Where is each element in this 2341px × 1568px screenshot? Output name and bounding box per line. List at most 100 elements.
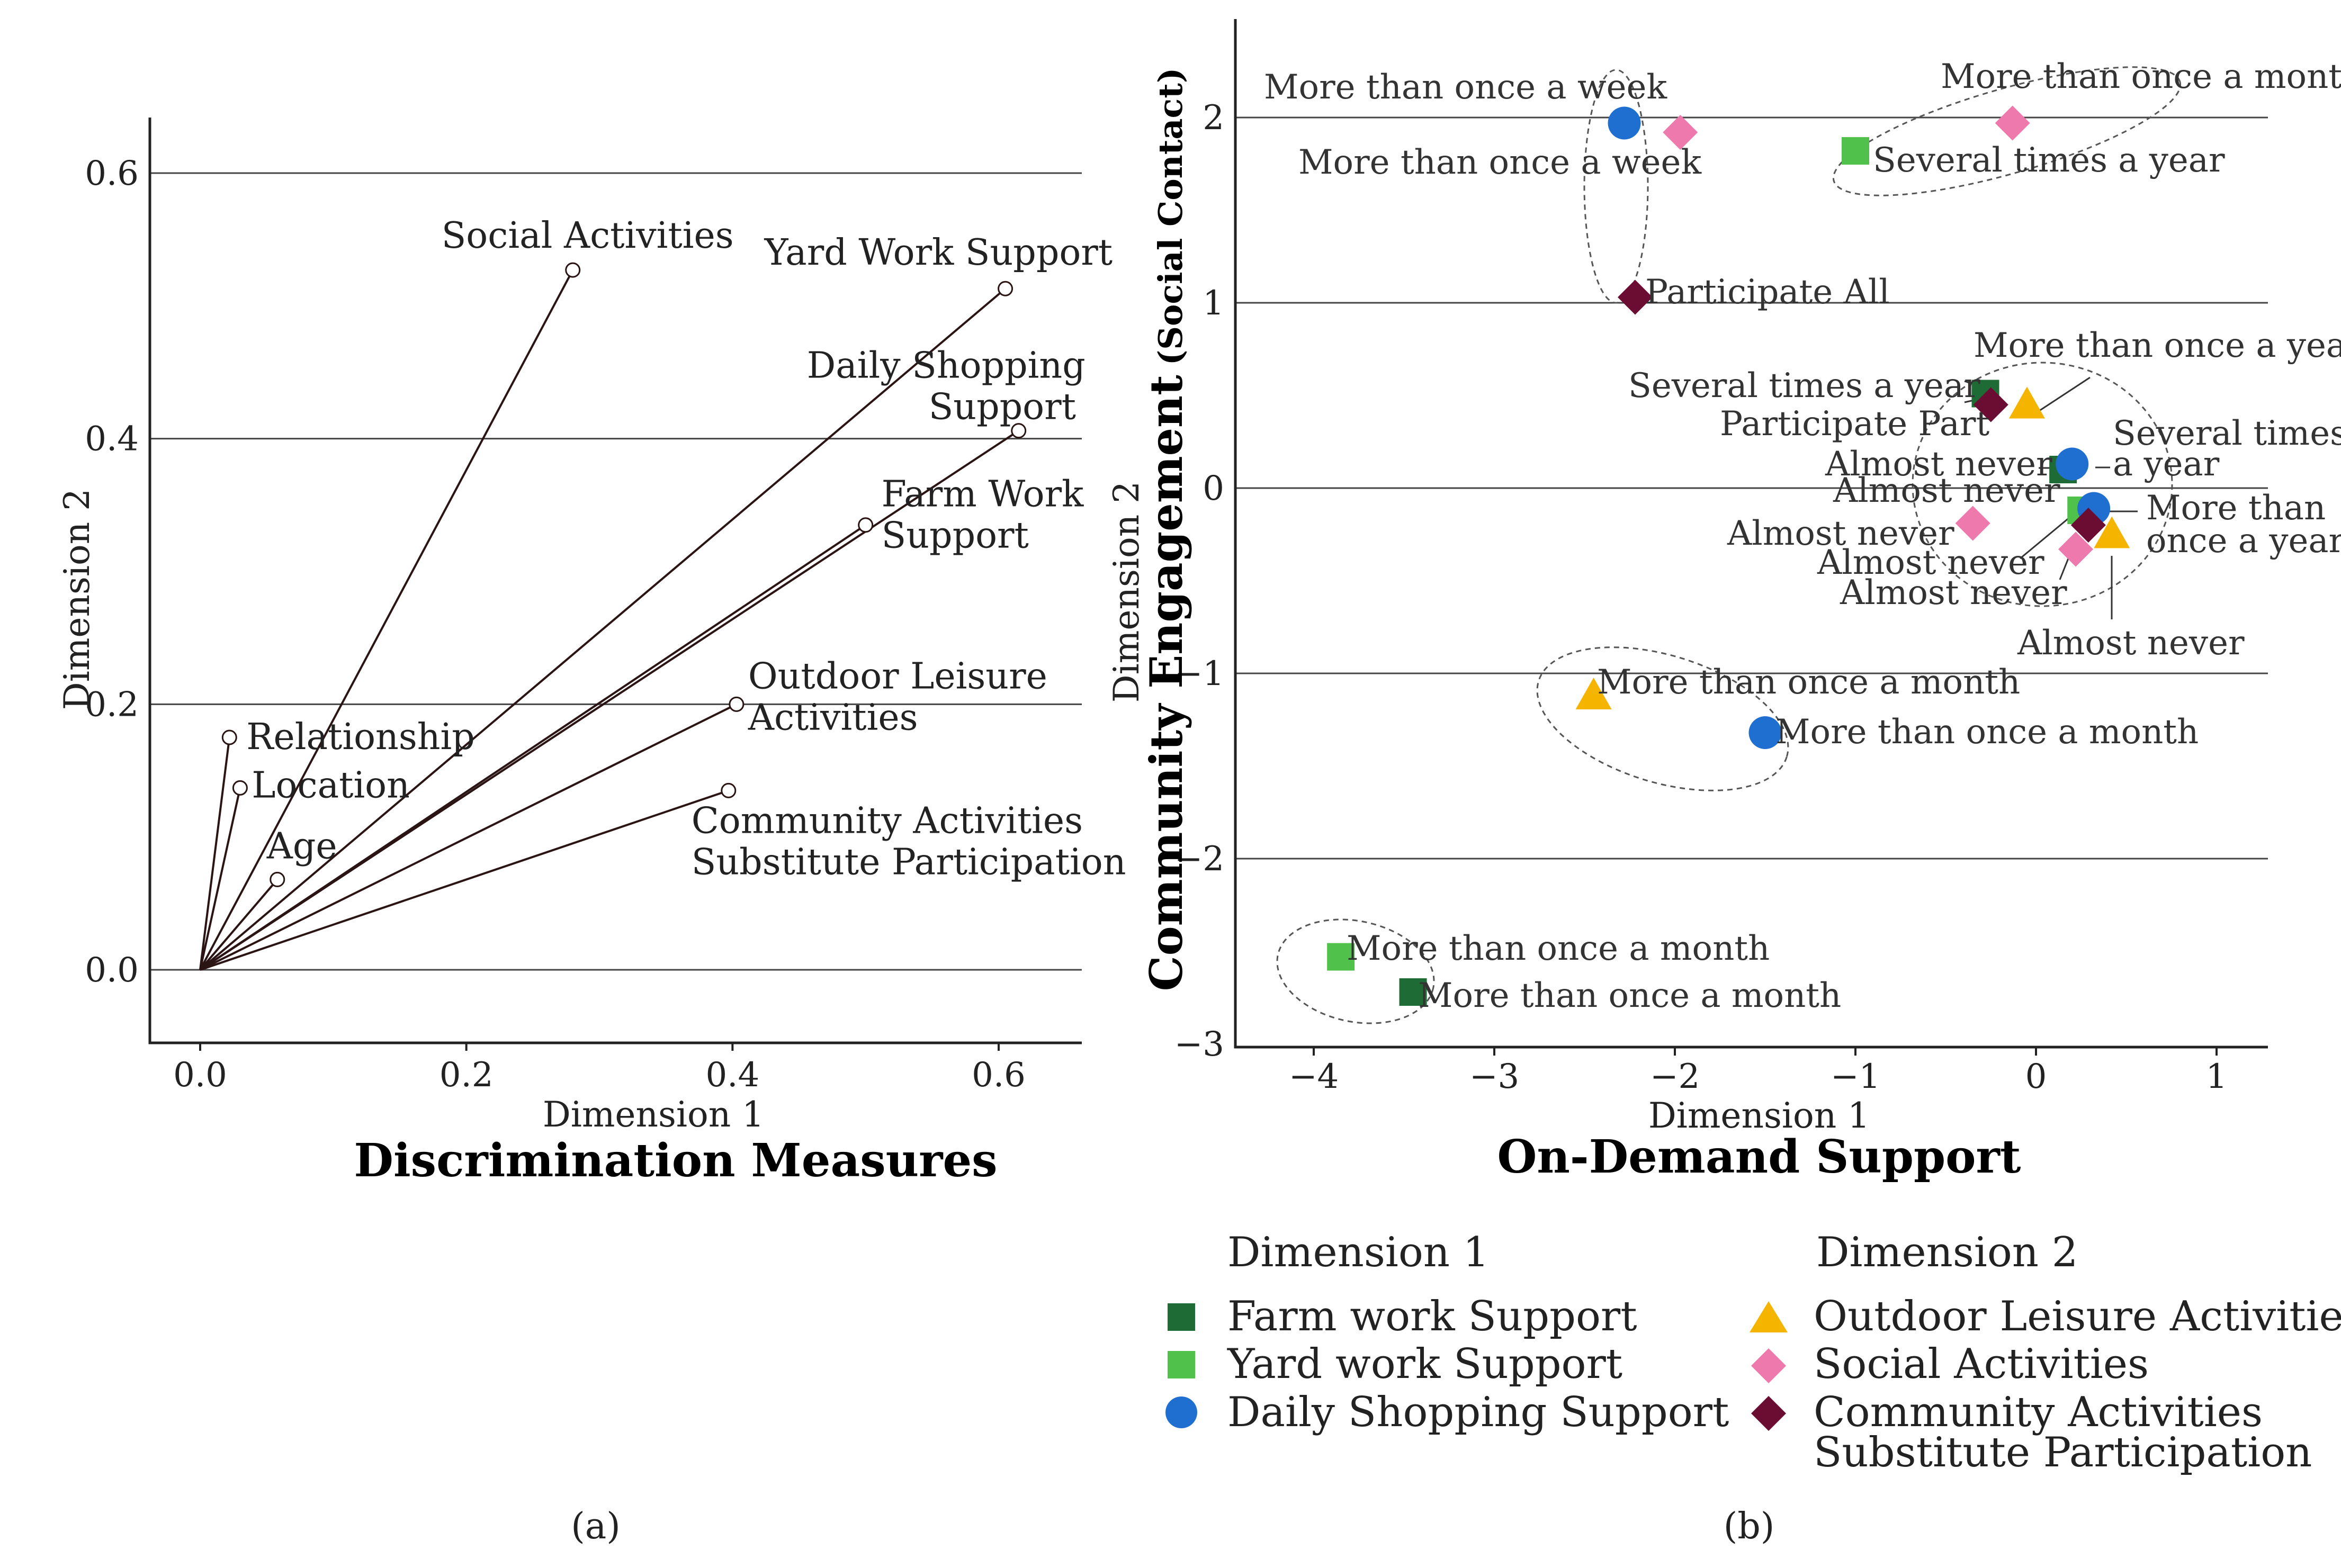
marker-outdoor-triangle — [2008, 386, 2045, 419]
vector-label: Age — [266, 825, 337, 867]
panel-b-x-axis-title: Dimension 1 — [1648, 1095, 1870, 1136]
label-farm-monthly: More than once a month — [1418, 976, 1841, 1015]
legend-dim1-heading: Dimension 1 — [1227, 1229, 1489, 1276]
panel-b-x-tick-label: 0 — [2025, 1057, 2047, 1096]
panel-a-y-ticks: 0.0 0.2 0.4 0.6 — [85, 154, 139, 990]
vector-line — [199, 429, 1019, 971]
panel-a-x-tick-label: 0.0 — [173, 1056, 227, 1095]
legend-comm-label-line2: Substitute Participation — [1814, 1429, 2312, 1476]
panel-a-y-tick-label: 0.6 — [85, 154, 139, 193]
panel-b-y-tick-label: −1 — [1174, 654, 1224, 693]
vector-relationship: Relationship — [199, 716, 475, 970]
cluster-ellipse-weekly — [1583, 69, 1649, 304]
vector-location: Location — [199, 764, 410, 970]
marker-social-diamond — [1955, 506, 1990, 541]
panel-b-x-ticks: −4 −3 −2 −1 0 1 — [1289, 1047, 2228, 1096]
marker-farm-square — [1399, 978, 1427, 1006]
label-farm-several-times: Several times a year — [1628, 366, 1980, 405]
leader-line — [2035, 376, 2091, 414]
legend-dim2-heading: Dimension 2 — [1816, 1229, 2078, 1276]
cluster-ellipse-monthly-mid — [1536, 646, 1789, 791]
vector-endpoint — [270, 871, 285, 887]
panel-b-caption: (b) — [1724, 1506, 1775, 1547]
vector-endpoint — [232, 780, 248, 796]
panel-a-x-ticks: 0.0 0.2 0.4 0.6 — [173, 1043, 1026, 1095]
legend-outdoor-label: Outdoor Leisure Activities — [1814, 1293, 2341, 1340]
panel-a-title: Discrimination Measures — [354, 1134, 997, 1187]
vector-label: Social Activities — [442, 215, 734, 257]
vector-label: Location — [252, 764, 410, 806]
series-shop — [1608, 106, 2111, 749]
panel-a-y-tick-label: 0.4 — [85, 420, 139, 459]
cluster-ellipse-monthly-bottom — [1276, 918, 1435, 1024]
series-comm — [1617, 280, 2106, 543]
panel-b-gridlines — [1235, 116, 2268, 860]
vector-label: Support — [929, 386, 1076, 428]
legend-social-label: Social Activities — [1814, 1340, 2149, 1388]
panel-b-legend: Dimension 1 Dimension 2 Farm work Suppor… — [1165, 1229, 2341, 1476]
vector-endpoint — [858, 517, 874, 533]
label-outdoor-almost-never: Almost never — [2017, 624, 2245, 663]
panel-b-y-tick-label: −2 — [1174, 840, 1224, 879]
cluster-ellipse-yearly-top — [1832, 66, 2182, 196]
vector-label: Substitute Participation — [692, 841, 1126, 883]
panel-b-x-tick-label: 1 — [2206, 1057, 2228, 1096]
legend-yard-square-icon — [1168, 1351, 1195, 1378]
label-outdoor-monthly: More than once a month — [1597, 663, 2020, 702]
panel-b-y-axis-title-small: Dimension 2 — [1106, 481, 1147, 702]
vector-endpoint — [221, 729, 237, 745]
label-comm-almost-never: Almost never — [1817, 543, 2044, 582]
legend-shop-circle-icon — [1165, 1396, 1197, 1428]
vector-endpoint — [565, 262, 581, 278]
panel-b-title: On-Demand Support — [1497, 1130, 2021, 1184]
marker-outdoor-triangle — [2094, 516, 2130, 548]
vector-label: Daily Shopping — [807, 345, 1086, 387]
vector-line — [199, 787, 241, 970]
marker-shop-circle — [1608, 106, 1641, 140]
vector-endpoint — [1011, 423, 1027, 439]
panel-b-x-tick-label: −2 — [1650, 1057, 1700, 1096]
leader-line — [2020, 513, 2074, 560]
panel-b-y-tick-label: −3 — [1174, 1025, 1224, 1064]
vector-label: Support — [882, 515, 1029, 557]
legend-social-diamond-icon — [1751, 1348, 1786, 1383]
legend-comm-label-line1: Community Activities — [1814, 1389, 2263, 1436]
marker-yard-square — [1842, 137, 1869, 165]
label-shop-several-times-line2: a year — [2113, 445, 2220, 484]
panel-b-on-demand-support: More than once a week More than once a w… — [1106, 19, 2341, 1547]
label-outdoor-more-than-once-year: More than once a year — [1974, 326, 2341, 365]
label-social-weekly: More than once a week — [1298, 143, 1702, 182]
marker-yard-square — [1327, 943, 1355, 971]
vector-line — [199, 737, 231, 970]
panel-b-y-tick-label: 1 — [1203, 284, 1224, 323]
label-comm-participate-part: Participate Part — [1720, 404, 1989, 444]
legend-farm-label: Farm work Support — [1227, 1293, 1637, 1340]
vector-line — [199, 524, 866, 971]
vector-endpoint — [721, 782, 737, 798]
panel-b-x-tick-label: −4 — [1289, 1057, 1339, 1096]
panel-a-y-tick-label: 0.2 — [85, 685, 139, 724]
vector-line — [199, 879, 279, 971]
panel-a-x-axis-title: Dimension 1 — [543, 1094, 764, 1135]
vector-line — [199, 269, 574, 970]
panel-b-point-labels: More than once a week More than once a w… — [1264, 57, 2341, 1015]
vector-social-activities: Social Activities — [199, 215, 734, 970]
label-shop-monthly: More than once a month — [1775, 713, 2199, 752]
panel-b-cluster-ellipses — [1276, 66, 2182, 1024]
vector-label: Community Activities — [692, 800, 1083, 842]
vector-age: Age — [199, 825, 337, 971]
label-shop-weekly: More than once a week — [1264, 68, 1667, 107]
marker-comm-diamond — [2070, 508, 2106, 543]
label-yard-almost-never: Almost never — [1833, 471, 2060, 510]
legend-outdoor-triangle-icon — [1750, 1301, 1788, 1332]
label-shop-more-than-once-line1: More than — [2146, 489, 2326, 528]
vector-label: Farm Work — [882, 474, 1084, 516]
panel-a-x-tick-label: 0.2 — [440, 1056, 494, 1095]
panel-b-y-tick-label: 2 — [1203, 98, 1224, 138]
